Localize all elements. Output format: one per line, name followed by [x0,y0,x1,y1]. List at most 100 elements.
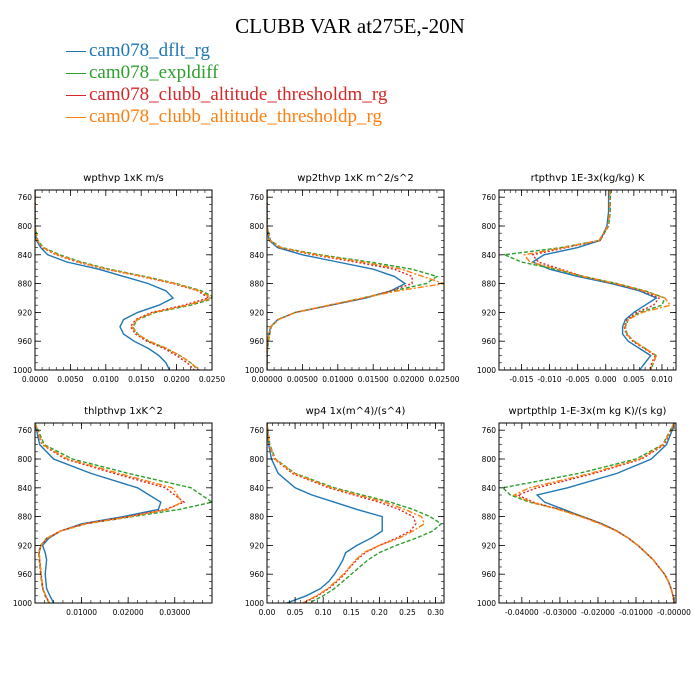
plot-frame [266,189,445,371]
y-tick-label: 760 [482,193,497,202]
y-tick-label: 1000 [245,599,264,608]
x-tick-label: 0.010 [651,375,673,384]
series-line [35,423,186,603]
y-tick-label: 800 [250,455,265,464]
y-tick-label: 840 [482,251,497,260]
x-tick-label: 0.00000 [251,375,282,384]
plot-frame [266,422,445,604]
series-line [35,190,212,370]
y-tick-label: 960 [482,570,497,579]
y-tick-label: 800 [482,222,497,231]
y-tick-label: 800 [250,222,265,231]
series-line [535,423,675,603]
x-tick-label: -0.005 [566,375,590,384]
series-line [267,423,417,603]
y-tick-label: 1000 [13,366,32,375]
plot-frame [498,422,677,604]
x-tick-label: -0.04000 [505,608,539,617]
x-tick-label: -0.00000 [657,608,691,617]
x-tick-label: 0.00500 [287,375,318,384]
y-tick-label: 760 [482,426,497,435]
series-line [267,423,383,603]
x-tick-label: 0.10 [315,608,332,617]
series-line [35,190,212,370]
legend-label: cam078_dflt_rg [89,40,211,61]
y-tick-label: 960 [250,570,265,579]
y-tick-label: 920 [18,308,33,317]
profile-panel: wprtpthlp 1-E-3x(m kg K)/(s kg) 760 800 840… [477,406,691,617]
series-line [523,190,672,370]
series-line [267,190,439,370]
plot-frame [34,189,213,371]
y-tick-label: 840 [18,251,33,260]
x-tick-label: 0.0100 [93,375,119,384]
series-line [35,423,183,603]
x-tick-label: 0.0000 [22,375,48,384]
x-tick-label: 0.20 [371,608,388,617]
y-tick-label: 840 [18,484,33,493]
series-line [35,190,211,370]
x-tick-label: 0.00 [259,608,276,617]
series-line [501,190,666,370]
y-tick-label: 800 [482,455,497,464]
y-tick-label: 800 [18,222,33,231]
legend-item: cam078_dflt_rg [66,40,387,62]
legend-item: cam078_clubb_altitude_thresholdm_rg [66,84,387,106]
series-line [531,190,658,370]
profile-panel: wp2thvp 1xK m^2/s^2 760 800 840 880 920 960 100… [245,173,460,384]
series-line [35,423,162,603]
x-tick-label: -0.02000 [581,608,615,617]
legend-line-swatch-icon [66,73,86,75]
panel-title: wp4 1x(m^4)/(s^4) [306,406,406,417]
series-line [267,190,444,370]
x-tick-label: -0.01000 [619,608,653,617]
legend-item: cam078_expldiff [66,62,387,84]
legend-line-swatch-icon [66,51,86,53]
x-tick-label: 0.15 [343,608,360,617]
x-tick-label: 0.02500 [428,375,459,384]
profile-panel: wpthvp 1xK m/s76080084088092096010000.00… [13,173,225,384]
y-tick-label: 920 [482,308,497,317]
x-tick-label: -0.010 [537,375,561,384]
x-tick-label: 0.0050 [57,375,83,384]
y-tick-label: 760 [250,426,265,435]
series-line [516,423,675,603]
x-tick-label: 0.0250 [199,375,225,384]
y-tick-label: 880 [18,513,33,522]
series-line [267,423,443,603]
x-tick-label: 0.000 [595,375,617,384]
y-tick-label: 840 [482,484,497,493]
figure-legend: cam078_dflt_rg cam078_expldiff cam078_cl… [66,40,387,128]
series-line [512,423,675,603]
y-tick-label: 880 [18,280,33,289]
series-line [267,190,407,370]
x-tick-label: 0.05 [287,608,304,617]
legend-line-swatch-icon [66,117,86,119]
legend-label: cam078_clubb_altitude_thresholdm_rg [89,84,388,105]
x-tick-label: 0.005 [623,375,645,384]
y-tick-label: 960 [18,337,33,346]
y-tick-label: 880 [482,513,497,522]
legend-line-swatch-icon [66,95,86,97]
profile-panel: rtpthvp 1E-3x(kg/kg) K 760 800 840 880 920 960… [477,173,677,384]
plot-frame [34,422,213,604]
y-tick-label: 960 [250,337,265,346]
y-tick-label: 920 [250,308,265,317]
profile-panel: thlpthvp 1xK^2 760 800 840 880 920 960 1000 0.01… [13,406,213,617]
figure-title: CLUBB VAR at275E,-20N [235,14,465,38]
y-tick-label: 960 [18,570,33,579]
x-tick-label: 0.01000 [322,375,353,384]
y-tick-label: 760 [18,426,33,435]
y-tick-label: 880 [250,280,265,289]
y-tick-label: 880 [482,280,497,289]
series-line [501,423,675,603]
panel-title: wprtpthlp 1-E-3x(m kg K)/(s kg) [509,406,667,417]
legend-label: cam078_clubb_altitude_thresholdp_rg [89,106,383,127]
y-tick-label: 1000 [477,599,496,608]
y-tick-label: 920 [18,541,33,550]
x-tick-label: -0.03000 [543,608,577,617]
x-tick-label: -0.015 [509,375,533,384]
y-tick-label: 1000 [477,366,496,375]
y-tick-label: 1000 [13,599,32,608]
